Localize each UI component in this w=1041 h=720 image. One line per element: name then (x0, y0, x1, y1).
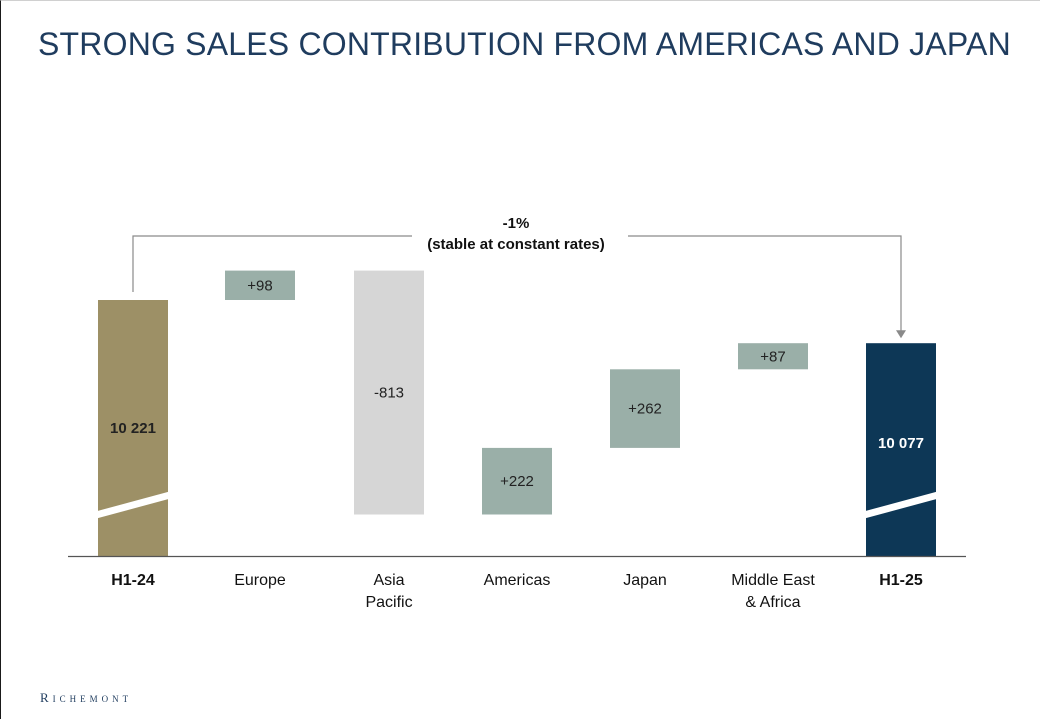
category-label-americas: Americas (484, 572, 551, 589)
bar-europe (225, 270, 295, 300)
axis-break-mark (863, 491, 939, 519)
category-labels: H1-24 Europe Asia Pacific Americas Japan Middl… (111, 572, 923, 611)
bar-japan (610, 369, 680, 448)
change-bracket: -1% (stable at constant rates) (132, 215, 906, 339)
bar-asia-pacific (354, 270, 424, 515)
category-label-asia-pacific: Asia Pacific (365, 572, 412, 611)
bracket-right-line (628, 235, 902, 332)
data-label-asia-pacific: -813 (374, 385, 404, 402)
annotation-constant-rates: (stable at constant rates) (427, 236, 605, 253)
data-label-h1-24: 10 221 (110, 420, 156, 437)
annotation-change-pct: -1% (503, 215, 530, 232)
bar-americas (482, 447, 552, 515)
bar-middle-east-africa (738, 343, 808, 370)
bracket-left-line (132, 235, 412, 292)
category-label-middle-east-africa: Middle East & Africa (731, 572, 815, 611)
bars (95, 270, 939, 556)
axis-break-mark (95, 491, 171, 519)
data-label-h1-25: 10 077 (878, 435, 924, 452)
data-label-europe: +98 (247, 277, 272, 294)
data-label-japan: +262 (628, 401, 662, 418)
page-title: STRONG SALES CONTRIBUTION FROM AMERICAS … (38, 26, 1011, 62)
richemont-logo: Richemont (40, 690, 133, 705)
category-label-h1-24: H1-24 (111, 572, 155, 589)
category-label-europe: Europe (234, 572, 286, 589)
category-label-japan: Japan (623, 572, 667, 589)
category-label-h1-25: H1-25 (879, 572, 923, 589)
bar-h1-25 (866, 343, 936, 556)
data-label-americas: +222 (500, 473, 534, 490)
data-label-middle-east-africa: +87 (760, 348, 785, 365)
data-labels: 10 221 +98 -813 +222 +262 +87 10 077 (110, 277, 924, 490)
bracket-arrow-icon (896, 330, 906, 339)
